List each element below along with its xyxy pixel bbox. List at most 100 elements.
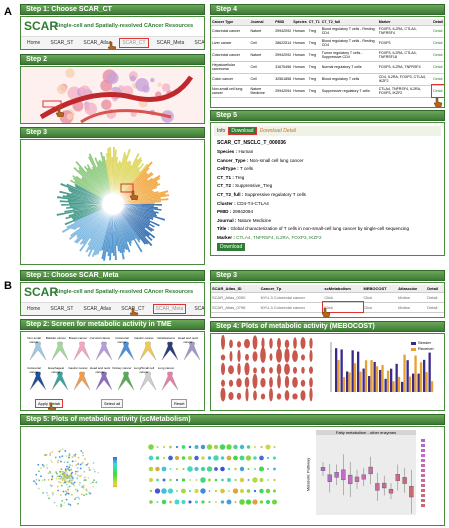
dot <box>200 477 206 483</box>
download-button[interactable]: Download <box>217 243 246 251</box>
ribbon <box>139 341 157 361</box>
cell-point <box>69 474 72 477</box>
sector <box>105 152 112 195</box>
dot <box>239 477 245 483</box>
tab[interactable]: Info <box>217 128 226 134</box>
sector <box>122 200 161 204</box>
cell-point <box>61 448 64 451</box>
ribbon-label[interactable]: Breast cancer <box>68 336 88 340</box>
nav-item[interactable]: SCAR_Meta <box>156 40 185 46</box>
table-cell[interactable]: Detail <box>432 61 444 74</box>
sector <box>113 149 117 195</box>
violin <box>284 375 290 389</box>
button[interactable]: Reset <box>171 399 188 408</box>
table-cell[interactable]: Detail <box>432 73 444 86</box>
table-cell[interactable]: Click <box>322 301 364 314</box>
cell-point <box>78 484 81 487</box>
cell-point <box>66 465 68 468</box>
table-cell[interactable]: Detail <box>432 25 444 38</box>
sector <box>118 212 137 240</box>
violin <box>237 349 241 363</box>
ribbon-label[interactable]: Cervical cancer <box>89 336 111 340</box>
table-cell[interactable]: Detail <box>426 292 444 303</box>
ribbon-label[interactable]: Bladder cancer <box>45 336 67 340</box>
ribbon-label[interactable]: Lung cancer <box>157 366 175 370</box>
sector <box>122 207 154 221</box>
sector <box>111 157 113 195</box>
field-value: T cells <box>239 166 254 172</box>
table-cell[interactable]: Click <box>362 292 398 303</box>
button[interactable]: Apply Metab <box>35 399 64 408</box>
cell-point <box>60 468 63 471</box>
violin <box>309 387 313 402</box>
table-cell[interactable]: Motion <box>397 292 427 303</box>
table-cell[interactable]: Click <box>362 302 398 313</box>
cell-point <box>49 472 52 474</box>
table-cell[interactable]: Detail <box>432 49 444 62</box>
cell-point <box>77 456 80 459</box>
dot <box>194 466 199 472</box>
violin <box>236 378 242 388</box>
cell-point <box>63 478 66 480</box>
nav-item[interactable]: SCAR_Atlas <box>83 306 112 312</box>
ribbon-label[interactable]: Gastric cancer <box>68 366 88 370</box>
ribbon-label[interactable]: Gastric cancer <box>134 336 154 340</box>
box <box>382 482 387 489</box>
button[interactable]: Select all <box>101 399 124 408</box>
table-cell[interactable]: Detail <box>432 37 444 50</box>
column-header: Species <box>292 19 308 26</box>
field-row: PMID : 29942094 <box>217 209 441 214</box>
violin <box>284 363 290 375</box>
sector <box>70 210 106 237</box>
cell-point <box>60 494 62 496</box>
tab[interactable]: Download <box>228 127 257 135</box>
nav-item[interactable]: SCAR_ST <box>50 306 74 312</box>
ribbon-label[interactable]: Glioblastoma <box>157 336 175 340</box>
table-cell[interactable]: Detail <box>431 84 444 99</box>
dot <box>247 479 250 481</box>
colorbar <box>113 457 117 459</box>
cell-point <box>76 490 78 493</box>
nav-item[interactable]: SCAR_Meta <box>152 304 187 314</box>
ribbon-label[interactable]: Kidney cancer <box>112 366 132 370</box>
sector <box>72 175 105 199</box>
center <box>103 194 123 214</box>
nav-item[interactable]: Home <box>27 306 41 312</box>
violin <box>253 390 257 401</box>
ribbon-label[interactable]: Colorectal cancer <box>27 366 41 374</box>
dot <box>265 444 271 450</box>
nav-item[interactable]: SCAR_Survival <box>194 306 205 312</box>
table-cell[interactable]: Detail <box>426 302 444 313</box>
nav-item[interactable]: SCAR_Atlas <box>83 40 112 46</box>
sector <box>83 165 107 197</box>
table-cell[interactable]: Motion <box>397 302 427 313</box>
table-cell[interactable]: Click <box>323 292 363 303</box>
ribbon-label[interactable]: Lung/Small cell cancer <box>133 366 155 374</box>
sector <box>120 171 153 198</box>
sector <box>68 189 104 202</box>
ribbon-label[interactable]: Head and neck cancer <box>177 336 199 344</box>
bar <box>357 351 360 392</box>
ribbon-label[interactable]: Colorectal cancer <box>115 336 129 344</box>
tab[interactable]: Download Detail <box>259 128 297 134</box>
cell-point <box>59 449 62 452</box>
sector <box>100 151 111 195</box>
ribbon-label[interactable]: Non-small cancer <box>27 336 41 344</box>
sector <box>102 155 111 195</box>
ribbon <box>51 371 69 391</box>
ribbon-label[interactable]: Esophageal cancer <box>48 366 64 374</box>
nav-item[interactable]: SCAR_ST <box>50 40 74 46</box>
dot <box>273 445 276 449</box>
cell-point <box>71 464 74 467</box>
cell-point <box>66 461 69 464</box>
bar <box>384 378 387 392</box>
sector <box>116 213 131 253</box>
nav-item[interactable]: Home <box>27 40 41 46</box>
nav-item[interactable]: SCAR_CT <box>119 38 149 48</box>
dot <box>162 456 166 460</box>
bar <box>395 363 398 392</box>
cell-point <box>42 491 44 494</box>
ribbon-label[interactable]: Head and neck cancer <box>89 366 111 374</box>
cell-point <box>56 485 59 488</box>
nav-item[interactable]: SCAR_Survival <box>194 40 205 46</box>
